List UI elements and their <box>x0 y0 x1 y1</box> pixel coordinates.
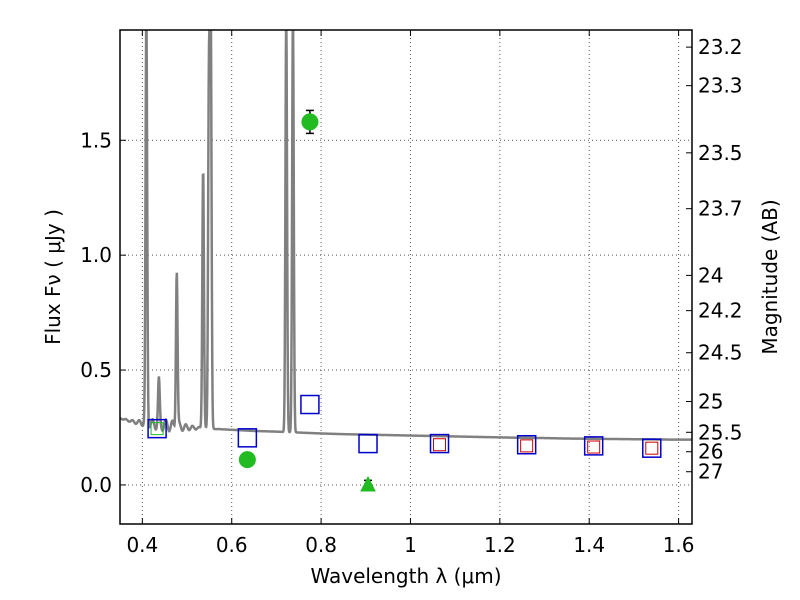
non-detection-triangle <box>360 475 376 492</box>
model-spectrum-group <box>120 30 692 441</box>
x-tick-label: 0.4 <box>126 533 158 557</box>
x-axis-ticks: 0.4 0.6 0.8 1 1.2 1.4 1.6 <box>126 30 695 557</box>
photometry-markers-group <box>147 109 662 492</box>
upper-limit-square <box>587 440 601 454</box>
y-tick-label: 1.0 <box>80 243 112 267</box>
x-tick-label: 1.6 <box>663 533 695 557</box>
y-tick-label: 0.5 <box>80 358 112 382</box>
x-tick-label: 1.2 <box>484 533 516 557</box>
y-tick-label: 0.0 <box>80 473 112 497</box>
y2-tick-label: 25 <box>698 390 723 414</box>
y-tick-label: 1.5 <box>80 128 112 152</box>
model-photometry-square <box>516 434 537 455</box>
y2-tick-label: 23.5 <box>698 141 743 165</box>
model-photometry-square <box>358 433 378 454</box>
y2-tick-label: 25.5 <box>698 420 743 444</box>
y2-tick-label: 23.2 <box>698 35 743 59</box>
y2-tick-label: 27 <box>698 460 723 484</box>
upper-limit-square <box>433 438 447 452</box>
model-photometry-square <box>429 433 450 454</box>
x-tick-label: 1 <box>404 533 417 557</box>
y2-tick-label: 23.7 <box>698 197 743 221</box>
x-tick-label: 0.6 <box>216 533 248 557</box>
model-spectrum-line <box>120 30 692 441</box>
y2-tick-label: 24.2 <box>698 299 743 323</box>
x-tick-label: 1.4 <box>573 533 605 557</box>
y-axis-title: Flux Fν ( μJy ) <box>41 209 65 345</box>
y2-tick-label: 26 <box>698 440 723 464</box>
grid-lines <box>120 30 692 524</box>
y-axis-ticks: 0.0 0.5 1.0 1.5 <box>80 128 126 497</box>
y2-tick-label: 23.3 <box>698 74 743 98</box>
model-photometry-square <box>583 436 604 456</box>
upper-limit-square <box>150 422 164 436</box>
model-photometry-square <box>642 438 662 458</box>
model-photometry-square <box>237 428 258 448</box>
detection-point <box>301 113 319 131</box>
model-photometry-square <box>300 394 320 415</box>
detection-point <box>238 451 256 469</box>
plot-frame <box>119 29 693 525</box>
x-axis-title: Wavelength λ (μm) <box>310 564 501 588</box>
y2-axis-title: Magnitude (AB) <box>758 199 782 354</box>
upper-limit-square <box>520 439 534 453</box>
model-photometry-square <box>147 418 167 439</box>
y2-tick-label: 24.5 <box>698 341 743 365</box>
y2-tick-label: 24 <box>698 263 723 287</box>
x-tick-label: 0.8 <box>305 533 337 557</box>
upper-limit-square <box>645 441 659 455</box>
